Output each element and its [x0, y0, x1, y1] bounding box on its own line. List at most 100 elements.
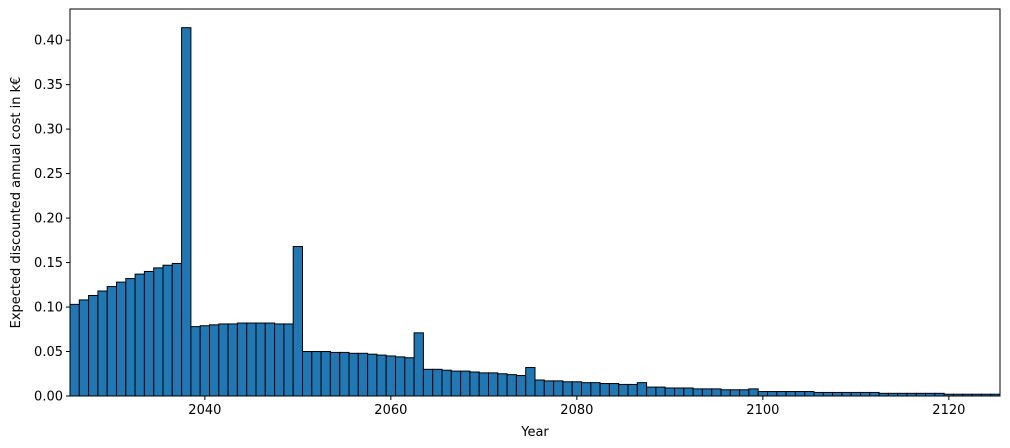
x-tick-label: 2120: [932, 403, 965, 418]
bar-2070: [478, 372, 490, 397]
y-tick-label: 0.05: [34, 345, 63, 360]
bar-2035: [153, 267, 164, 397]
bar-2046: [255, 322, 266, 397]
x-axis-ticks: 2040 2060 2080 2100 2120: [188, 396, 965, 418]
bar-2037: [171, 262, 183, 397]
bar-2074: [515, 375, 527, 397]
y-tick-label: 0.30: [34, 123, 63, 138]
bar-2038: [181, 27, 192, 397]
bar-2040: [199, 325, 210, 397]
bar-2050: [292, 246, 304, 397]
bar-2106: [813, 391, 824, 397]
bar-2100: [757, 391, 769, 397]
bar-2044: [236, 322, 248, 397]
bar-2043: [227, 323, 238, 397]
bar-2056: [348, 352, 359, 397]
bar-2067: [450, 370, 462, 397]
bar-2096: [720, 389, 731, 397]
bar-2093: [692, 388, 703, 397]
bar-2053: [320, 351, 331, 397]
bar-2098: [739, 389, 750, 397]
bar-2069: [469, 371, 480, 397]
bar-2080: [571, 381, 583, 397]
y-tick-label: 0.25: [34, 167, 63, 182]
bar-2111: [860, 391, 871, 397]
bar-2094: [701, 388, 713, 397]
bar-2092: [683, 387, 694, 397]
y-tick-label: 0.15: [34, 256, 63, 271]
bar-2101: [767, 391, 778, 397]
bar-2027: [78, 299, 90, 397]
bar-2042: [218, 323, 229, 397]
bar-2041: [209, 324, 220, 397]
bar-2085: [618, 383, 629, 397]
bar-2103: [785, 391, 796, 397]
bar-2031: [116, 281, 127, 397]
bar-2088: [646, 386, 657, 397]
x-tick-label: 2060: [374, 403, 407, 418]
bar-2059: [376, 354, 387, 397]
bar-2112: [869, 391, 880, 397]
bar-2064: [422, 368, 434, 397]
y-axis-ticks: 0.00 0.05 0.10 0.15 0.20 0.25 0.30 0.35 0.40: [34, 34, 70, 405]
y-tick-label: 0.20: [34, 212, 63, 227]
bar-2078: [553, 380, 564, 397]
bar-2051: [302, 351, 313, 397]
bar-2063: [413, 332, 424, 397]
bar-2084: [608, 383, 620, 397]
x-tick-label: 2080: [560, 403, 593, 418]
bar-2045: [246, 322, 257, 397]
bar-2104: [794, 391, 806, 397]
bar-2097: [729, 389, 741, 397]
plot-frame: [69, 8, 1001, 397]
bar-2083: [599, 383, 610, 397]
bar-2039: [190, 326, 201, 397]
x-tick-label: 2100: [746, 403, 779, 418]
bar-2034: [143, 270, 155, 397]
bar-2033: [134, 273, 145, 397]
bar-2081: [581, 382, 592, 397]
bar-2061: [395, 356, 406, 397]
bar-2055: [339, 351, 350, 397]
bar-2030: [106, 286, 117, 397]
bar-2032: [125, 278, 136, 397]
y-tick-label: 0.40: [34, 34, 63, 49]
bar-2091: [674, 387, 685, 397]
y-tick-label: 0.35: [34, 78, 63, 93]
bar-2066: [441, 369, 452, 397]
bar-2075: [525, 367, 536, 397]
bar-2076: [534, 379, 545, 397]
y-axis-title: Expected discounted annual cost in k€: [9, 77, 24, 329]
bar-2060: [385, 355, 397, 397]
bar-2086: [627, 383, 638, 397]
bar-2087: [636, 382, 648, 397]
bar-2049: [283, 323, 294, 397]
bar-2058: [367, 353, 378, 397]
bar-2073: [506, 374, 517, 397]
bar-2089: [655, 386, 666, 397]
y-tick-label: 0.10: [34, 301, 63, 316]
bar-2079: [562, 381, 573, 397]
bar-2108: [832, 391, 843, 397]
x-axis-title: Year: [520, 425, 549, 440]
bar-2077: [543, 380, 555, 397]
bar-2099: [748, 388, 759, 397]
bars-group: [69, 27, 1001, 397]
bar-2065: [432, 368, 443, 397]
bar-2048: [274, 323, 285, 397]
bar-2026: [69, 303, 80, 397]
bar-2082: [590, 382, 601, 397]
bar-2110: [850, 391, 862, 397]
bar-2109: [841, 391, 852, 397]
bar-2071: [488, 372, 499, 397]
bar-2105: [804, 391, 815, 397]
bar-2068: [460, 370, 471, 397]
y-tick-label: 0.00: [34, 390, 63, 405]
bar-2102: [776, 391, 787, 397]
bar-2036: [162, 264, 173, 397]
x-tick-label: 2040: [188, 403, 221, 418]
bar-2047: [264, 322, 276, 397]
bar-2028: [88, 294, 99, 397]
bar-2090: [664, 387, 676, 397]
